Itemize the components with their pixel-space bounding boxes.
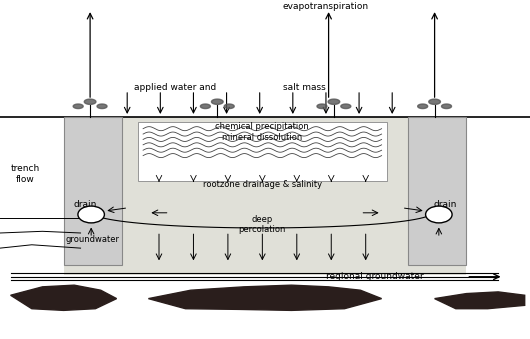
Bar [138,122,387,181]
Bar [64,117,122,265]
Text: evapotranspiration: evapotranspiration [283,2,369,11]
Polygon shape [429,99,440,104]
Polygon shape [418,104,428,108]
Text: rootzone drainage & salinity: rootzone drainage & salinity [203,180,322,190]
Polygon shape [317,104,327,108]
Polygon shape [11,285,117,311]
Polygon shape [148,285,382,311]
Text: drain: drain [434,200,457,209]
Bar [408,117,466,265]
Circle shape [426,206,452,223]
Text: drain: drain [73,200,96,209]
Polygon shape [200,104,210,108]
Polygon shape [84,99,96,104]
Polygon shape [328,99,340,104]
Text: applied water and: applied water and [134,83,216,92]
Text: trench
flow: trench flow [11,164,40,184]
Text: salt mass: salt mass [284,83,326,92]
Polygon shape [97,104,107,108]
Polygon shape [435,292,525,309]
Text: groundwater: groundwater [66,235,120,244]
Text: deep
percolation: deep percolation [238,215,286,234]
Polygon shape [341,104,351,108]
Text: mineral dissolution: mineral dissolution [222,133,303,142]
Text: chemical precipitation: chemical precipitation [216,122,309,132]
Polygon shape [73,104,83,108]
Text: regional groundwater: regional groundwater [326,272,424,281]
Bar [64,117,466,275]
Polygon shape [224,104,234,108]
Circle shape [78,206,104,223]
Polygon shape [441,104,452,108]
Polygon shape [211,99,223,104]
